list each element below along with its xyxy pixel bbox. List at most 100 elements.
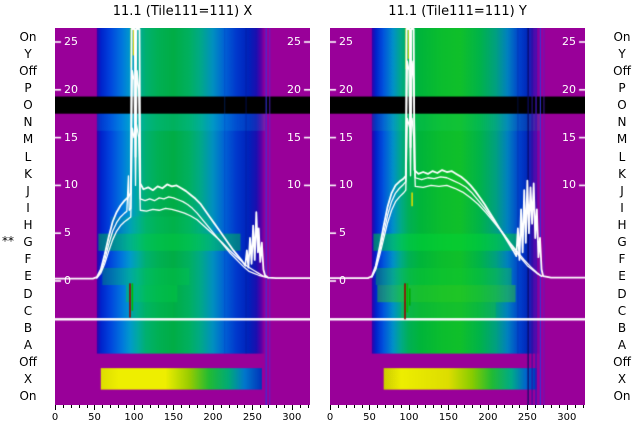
row-label: N (23, 115, 33, 130)
row-label: Y (24, 46, 32, 61)
inner-y-tick-label: 25 (287, 35, 301, 48)
row-label: D (23, 286, 33, 301)
x-axis-tick (149, 405, 151, 408)
row-labels-right: On Y Off P O N M L K J I H G F E D C B A Off X On (599, 28, 640, 405)
x-axis-tick (165, 405, 167, 408)
x-axis-tick (487, 405, 489, 410)
x-tick-label: 50 (88, 412, 101, 423)
heatmap-panel-y: 25 20 15 10 5 0 25 20 15 10 (330, 28, 585, 405)
row-label: A (23, 338, 33, 353)
inner-y-tick-label: 10 (287, 178, 301, 192)
x-tick-label: 200 (203, 412, 223, 423)
x-axis-tick (369, 405, 371, 410)
heatmap-y-canvas (330, 28, 585, 405)
x-axis-tick (283, 405, 285, 408)
inner-y-tick-label: 10 (339, 178, 353, 192)
x-axis-tick (424, 405, 426, 408)
x-axis-tick (558, 405, 560, 408)
x-axis-tick (299, 405, 301, 408)
row-labels-left: On Y Off P O N M L K J I H G F E D C B A Off X On (5, 28, 51, 405)
x-tick-label: 250 (517, 412, 537, 423)
x-axis-tick (260, 405, 262, 408)
x-axis-tick (519, 405, 521, 408)
inner-y-tick-label: 0 (64, 274, 71, 287)
row-label: I (26, 200, 30, 215)
x-tick-label: 50 (363, 412, 376, 423)
row-label: Off (19, 63, 37, 78)
x-axis-tick (212, 405, 214, 410)
x-axis-tick (330, 405, 331, 410)
x-axis-tick (307, 405, 309, 408)
row-label: Off (613, 63, 631, 78)
panel-title-x: 11.1 (Tile111=111) X (112, 4, 253, 19)
row-label: Off (613, 355, 631, 370)
row-label: Off (19, 355, 37, 370)
x-tick-label: 100 (399, 412, 419, 423)
inner-y-tick-label: 15 (562, 130, 576, 144)
x-axis-tick (448, 405, 450, 410)
x-axis-tick (62, 405, 64, 408)
row-label: P (618, 80, 626, 95)
x-axis-tick (535, 405, 537, 408)
row-label: I (620, 200, 624, 215)
row-label: D (617, 286, 627, 301)
x-axis-tick (244, 405, 246, 408)
inner-y-tick-label: 5 (64, 226, 71, 240)
row-label: G (617, 235, 627, 250)
row-label: K (618, 166, 626, 181)
x-tick-label: 0 (326, 412, 334, 423)
x-tick-label: 300 (282, 412, 302, 423)
row-label: P (24, 80, 32, 95)
row-label: G (23, 235, 33, 250)
inner-y-tick-label: 15 (287, 130, 301, 144)
x-axis-tick (345, 405, 347, 408)
row-label: C (23, 303, 33, 318)
row-label: M (616, 132, 628, 147)
x-axis-tick (268, 405, 270, 408)
x-axis-tick (377, 405, 379, 408)
inner-y-tick-label: 0 (339, 274, 346, 287)
x-axis-tick (276, 405, 278, 408)
x-axis-tick (574, 405, 576, 408)
row-label: On (613, 389, 631, 404)
x-axis-tick (181, 405, 183, 408)
inner-y-tick-label: 15 (64, 130, 78, 144)
row-label: Y (618, 46, 626, 61)
x-axis-tick (393, 405, 395, 408)
row-label: O (617, 98, 627, 113)
row-label: B (23, 320, 33, 335)
inner-y-tick-label: 20 (562, 82, 576, 96)
x-axis-tick (236, 405, 238, 408)
x-axis-tick (94, 405, 96, 410)
x-tick-label: 150 (163, 412, 183, 423)
x-axis-tick (55, 405, 56, 410)
x-axis-tick (551, 405, 553, 408)
row-label: O (23, 98, 33, 113)
row-label: E (24, 269, 32, 284)
heatmap-panel-x: 25 20 15 10 5 0 25 20 15 10 (55, 28, 310, 405)
x-axis-tick (503, 405, 505, 408)
x-axis-tick (173, 405, 175, 410)
row-label: L (24, 149, 32, 164)
x-axis-tick (464, 405, 466, 408)
row-label: M (22, 132, 34, 147)
x-axis-tick (141, 405, 143, 408)
x-axis-tick (495, 405, 497, 408)
inner-y-tick-label: 25 (64, 35, 78, 48)
row-label: H (617, 218, 627, 233)
x-axis-tick (205, 405, 206, 408)
inner-y-tick-label: 10 (562, 178, 576, 192)
row-label: K (24, 166, 32, 181)
x-tick-label: 200 (478, 412, 498, 423)
x-axis-tick (480, 405, 481, 408)
row-label: On (19, 29, 37, 44)
x-axis-left-panel: 0 50 100 150 200 250 300 (52, 405, 310, 429)
x-axis-tick (220, 405, 222, 408)
row-label: F (24, 252, 32, 267)
x-axis-tick (86, 405, 88, 408)
inner-y-tick-label: 25 (562, 35, 576, 48)
x-axis-tick (102, 405, 104, 408)
x-axis-tick (582, 405, 584, 408)
row-label: X (23, 372, 33, 387)
